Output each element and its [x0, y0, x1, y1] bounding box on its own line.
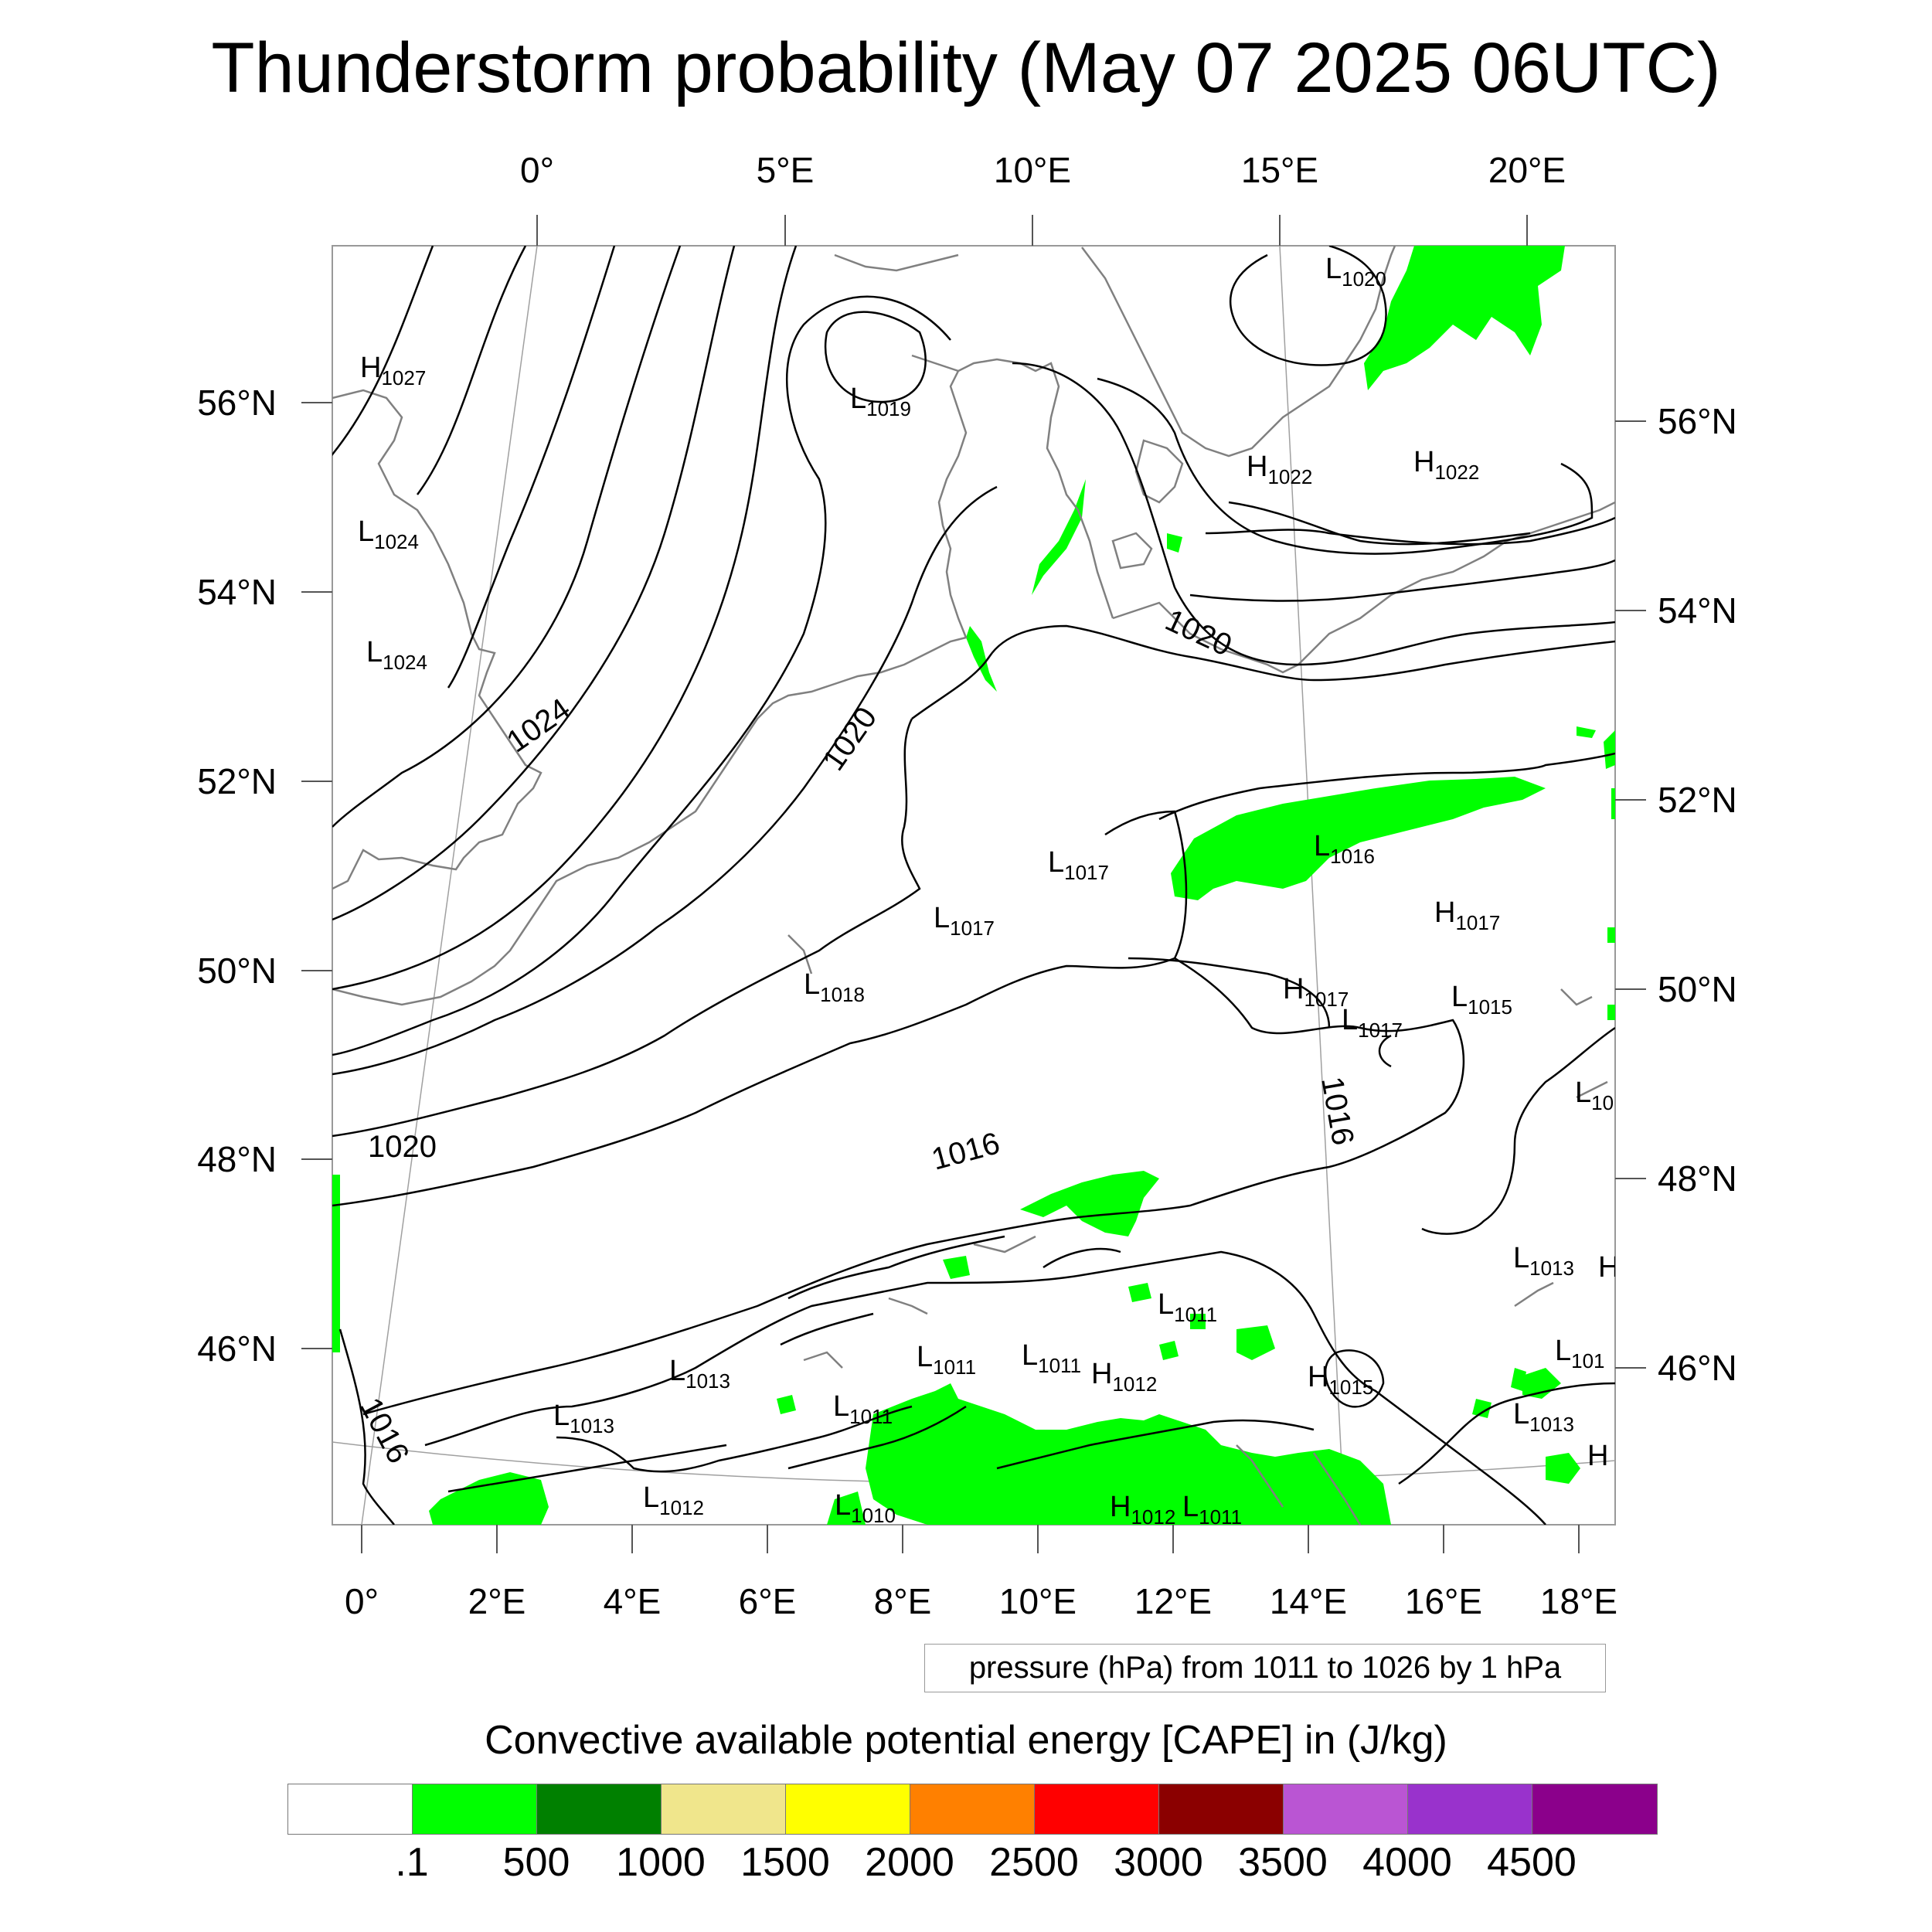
pressure-center-label: H — [1598, 1251, 1619, 1284]
colorbar-swatch — [1532, 1784, 1657, 1834]
pressure-center-label: L101 — [1555, 1335, 1605, 1372]
pressure-center-label: L1020 — [1325, 253, 1386, 291]
pressure-center-label: L1010 — [835, 1489, 896, 1527]
map-frame — [332, 245, 1616, 1526]
pressure-center-label: L1017 — [1048, 846, 1109, 884]
colorbar-label: 4000 — [1362, 1840, 1452, 1885]
pressure-center-label: H — [1587, 1440, 1608, 1472]
pressure-center-label: L1012 — [643, 1481, 704, 1519]
pressure-center-label: H1012 — [1110, 1491, 1175, 1529]
tick-marks — [301, 215, 1646, 1553]
colorbar-label: 2500 — [989, 1840, 1079, 1885]
pressure-center-label: H1022 — [1413, 446, 1479, 484]
bottom-lon-label: 14°E — [1270, 1581, 1347, 1621]
pressure-centers: H1027 L1024 L1024 L1019 L1020 H1022 H102… — [358, 253, 1619, 1529]
colorbar-label: 500 — [502, 1840, 570, 1885]
map-title: Thunderstorm probability (May 07 2025 06… — [211, 29, 1721, 107]
top-lon-label: 5°E — [757, 150, 815, 190]
pressure-center-label: L1013 — [1513, 1242, 1574, 1280]
top-lon-label: 10°E — [994, 150, 1071, 190]
colorbar-title: Convective available potential energy [C… — [485, 1718, 1447, 1763]
colorbar-label: 3500 — [1238, 1840, 1328, 1885]
pressure-center-label: H1015 — [1308, 1361, 1373, 1399]
bottom-lon-label: 8°E — [874, 1581, 932, 1621]
pressure-center-label: L1013 — [1513, 1398, 1574, 1436]
pressure-center-label: H1027 — [360, 352, 426, 389]
bottom-lon-label: 16°E — [1405, 1581, 1482, 1621]
top-lon-labels: 0° 5°E 10°E 15°E 20°E — [520, 150, 1566, 190]
colorbar-label: 2000 — [865, 1840, 954, 1885]
colorbar-swatch — [288, 1784, 413, 1834]
pressure-center-label: L1019 — [850, 383, 911, 420]
bottom-lon-label: 10°E — [999, 1581, 1077, 1621]
left-lat-label: 48°N — [197, 1139, 277, 1179]
top-lon-label: 15°E — [1241, 150, 1318, 190]
pressure-center-label: L1015 — [1451, 981, 1512, 1019]
right-lat-label: 46°N — [1658, 1348, 1737, 1388]
colorbar-label: 1500 — [740, 1840, 830, 1885]
isobars — [332, 246, 1615, 1525]
left-lat-label: 54°N — [197, 572, 277, 612]
colorbar-swatch — [662, 1784, 786, 1834]
left-lat-labels: 56°N 54°N 52°N 50°N 48°N 46°N — [197, 383, 277, 1369]
right-lat-label: 52°N — [1658, 780, 1737, 820]
colorbar-label: .1 — [395, 1840, 429, 1885]
colorbar-swatch — [1408, 1784, 1532, 1834]
pressure-center-label: L1011 — [1158, 1288, 1217, 1326]
top-lon-label: 20°E — [1488, 150, 1566, 190]
pressure-center-label: H1017 — [1283, 973, 1349, 1011]
pressure-center-label: L1024 — [366, 636, 427, 674]
bottom-lon-label: 12°E — [1134, 1581, 1212, 1621]
pressure-center-label: L1017 — [1342, 1004, 1403, 1042]
colorbar-swatch — [537, 1784, 662, 1834]
right-lat-label: 54°N — [1658, 590, 1737, 631]
colorbar-label: 3000 — [1114, 1840, 1203, 1885]
right-lat-label: 48°N — [1658, 1158, 1737, 1199]
pressure-center-label: L1013 — [553, 1400, 614, 1437]
bottom-lon-labels: 0° 2°E 4°E 6°E 8°E 10°E 12°E 14°E 16°E 1… — [345, 1581, 1617, 1621]
left-lat-label: 46°N — [197, 1328, 277, 1369]
contour-legend: pressure (hPa) from 1011 to 1026 by 1 hP… — [924, 1644, 1606, 1692]
colorbar — [287, 1784, 1658, 1835]
pressure-center-label: H1017 — [1434, 896, 1500, 934]
coastlines — [332, 246, 1615, 1525]
left-lat-label: 56°N — [197, 383, 277, 423]
colorbar-swatch — [413, 1784, 537, 1834]
isobar-label: 1020 — [368, 1130, 437, 1164]
bottom-lon-label: 4°E — [604, 1581, 662, 1621]
pressure-center-label: L1011 — [1022, 1339, 1081, 1377]
pressure-center-label: L1016 — [1314, 830, 1375, 868]
bottom-lon-label: 2°E — [468, 1581, 526, 1621]
right-lat-label: 56°N — [1658, 401, 1737, 441]
left-lat-label: 52°N — [197, 761, 277, 801]
pressure-center-label: L1018 — [804, 968, 865, 1006]
top-lon-label: 0° — [520, 150, 554, 190]
colorbar-swatch — [1159, 1784, 1284, 1834]
bottom-lon-label: 6°E — [739, 1581, 797, 1621]
pressure-center-label: L1024 — [358, 515, 419, 553]
colorbar-label: 1000 — [616, 1840, 706, 1885]
colorbar-swatch — [910, 1784, 1035, 1834]
colorbar-swatch — [1035, 1784, 1159, 1834]
pressure-center-label: L1017 — [934, 902, 995, 940]
right-lat-labels: 56°N 54°N 52°N 50°N 48°N 46°N — [1658, 401, 1737, 1388]
pressure-center-label: L1011 — [1182, 1491, 1242, 1529]
left-lat-label: 50°N — [197, 951, 277, 991]
pressure-center-label: L1011 — [833, 1390, 893, 1428]
colorbar-swatch — [786, 1784, 910, 1834]
pressure-center-label: L1013 — [669, 1355, 730, 1393]
cape-shading — [332, 246, 1615, 1525]
bottom-lon-label: 0° — [345, 1581, 379, 1621]
pressure-center-label: H1012 — [1091, 1358, 1157, 1396]
pressure-center-label: L1011 — [917, 1341, 976, 1379]
colorbar-label: 4500 — [1487, 1840, 1577, 1885]
bottom-lon-label: 18°E — [1540, 1581, 1617, 1621]
colorbar-swatch — [1284, 1784, 1408, 1834]
right-lat-label: 50°N — [1658, 969, 1737, 1009]
pressure-center-label: L10 — [1575, 1077, 1614, 1114]
pressure-center-label: H1022 — [1247, 451, 1312, 488]
